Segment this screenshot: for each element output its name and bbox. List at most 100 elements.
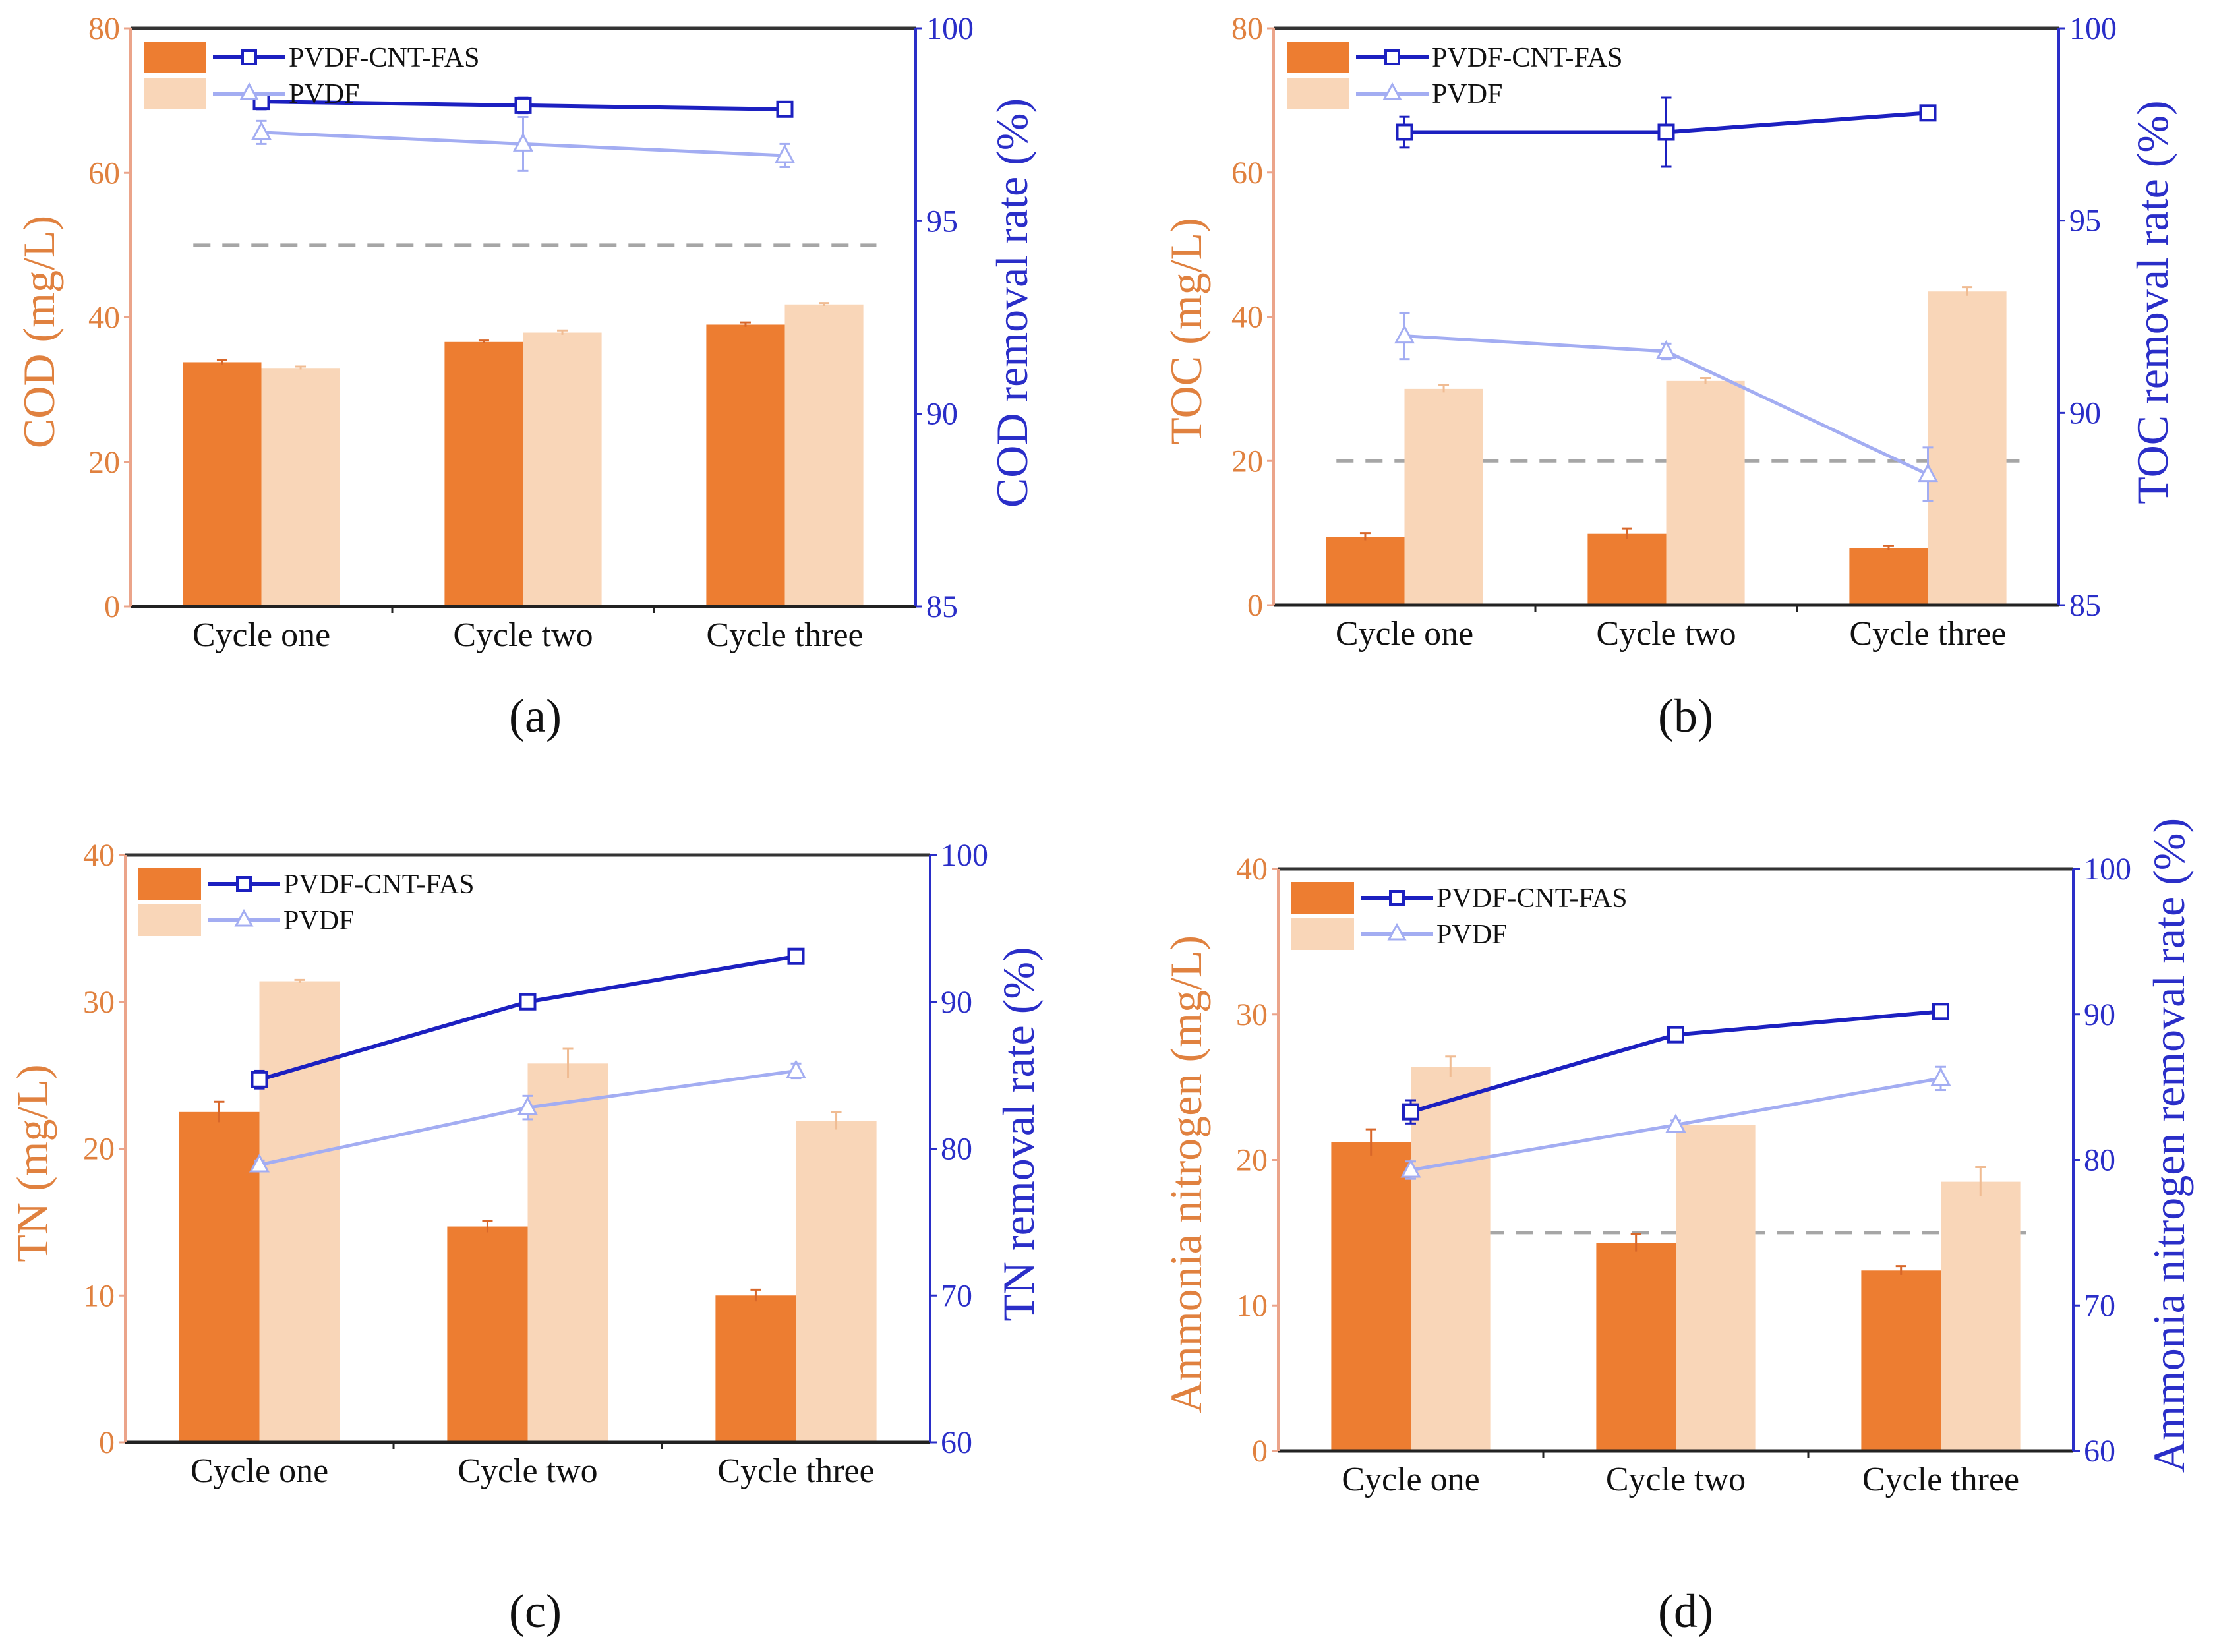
right-tick-label: 100 (941, 838, 988, 873)
bar-pvdf-cnt-fas (444, 341, 523, 606)
left-tick-label: 20 (1231, 444, 1263, 479)
triangle-marker (785, 1059, 807, 1078)
legend-bar-swatch-pvdf (1291, 918, 1354, 950)
left-tick-label: 40 (88, 301, 120, 336)
bar-pvdf (1411, 1067, 1491, 1451)
left-tick-label: 0 (104, 589, 120, 624)
bar-pvdf (1666, 380, 1745, 605)
left-tick-label: 10 (1236, 1288, 1268, 1323)
bar-pvdf-cnt-fas (183, 362, 262, 606)
right-tick-label: 95 (926, 204, 958, 239)
legend-label: PVDF (1436, 920, 1507, 950)
right-tick-label: 100 (2084, 852, 2131, 887)
x-tick-label: Cycle three (1849, 615, 2006, 653)
panel-label: (b) (1658, 690, 1713, 742)
legend-label: PVDF-CNT-FAS (289, 43, 479, 73)
triangle-marker (249, 1153, 270, 1173)
right-tick-label: 90 (926, 397, 958, 432)
x-tick-label: Cycle two (458, 1452, 597, 1490)
x-tick-label: Cycle one (192, 616, 330, 654)
left-tick-label: 80 (88, 11, 120, 46)
left-tick-label: 30 (1236, 997, 1268, 1032)
chart-panel-b: 0 20 40 60 80 85 90 95 100 Cycle one Cycle two Cycl… (1161, 11, 2177, 742)
bar-pvdf (527, 1063, 608, 1442)
bar-pvdf-cnt-fas (1861, 1270, 1941, 1451)
right-tick-label: 90 (941, 985, 972, 1020)
legend-bar-swatch-cnt (1291, 882, 1354, 914)
triangle-marker (1394, 324, 1415, 344)
bar-pvdf-cnt-fas (1331, 1142, 1411, 1451)
chart-panel-c: 0 10 20 30 40 60 70 80 90 100 Cycle one Cycle two Cy… (7, 838, 1044, 1637)
bar-pvdf-cnt-fas (706, 324, 785, 606)
legend-label: PVDF (283, 906, 354, 936)
right-tick-label: 85 (2069, 588, 2101, 623)
square-marker (776, 100, 794, 118)
square-marker (1919, 104, 1937, 122)
legend-square-marker (241, 49, 257, 65)
right-tick-label: 60 (941, 1425, 972, 1460)
right-axis-title: TOC removal rate (%) (2127, 100, 2177, 504)
panel-label: (a) (509, 690, 562, 742)
right-tick-label: 70 (2084, 1288, 2115, 1323)
square-marker (1396, 123, 1413, 141)
x-tick-label: Cycle three (706, 616, 863, 654)
chart-panel-d: 0 10 20 30 40 60 70 80 90 100 Cycle one Cycle two Cy… (1161, 818, 2194, 1637)
triangle-marker (774, 144, 796, 163)
legend-triangle-marker (239, 82, 259, 100)
legend-label: PVDF-CNT-FAS (1436, 883, 1627, 914)
legend-triangle-marker (1382, 82, 1402, 100)
bar-pvdf (1941, 1181, 2021, 1451)
left-tick-label: 30 (83, 985, 115, 1020)
triangle-marker (1400, 1158, 1421, 1178)
left-tick-label: 0 (99, 1425, 115, 1460)
legend-bar-swatch-pvdf (138, 904, 201, 936)
bar-pvdf (259, 981, 340, 1442)
left-axis-title: COD (mg/L) (14, 216, 64, 448)
bar-pvdf (1928, 291, 2007, 605)
legend-triangle-marker (1387, 922, 1407, 941)
square-marker (251, 1071, 268, 1088)
legend-square-marker (236, 876, 252, 892)
bar-pvdf (784, 304, 864, 606)
square-marker (1402, 1103, 1419, 1121)
square-marker (519, 993, 537, 1011)
left-tick-label: 20 (88, 445, 120, 480)
square-marker (1667, 1026, 1684, 1044)
legend-bar-swatch-pvdf (144, 78, 206, 109)
bar-pvdf-cnt-fas (1326, 537, 1405, 605)
legend-triangle-marker (234, 908, 254, 927)
legend-label: PVDF-CNT-FAS (283, 870, 474, 900)
x-tick-label: Cycle three (717, 1452, 874, 1490)
legend-square-marker (1389, 890, 1405, 906)
left-tick-label: 60 (1231, 156, 1263, 191)
left-tick-label: 0 (1247, 588, 1263, 623)
left-axis-title: TN (mg/L) (7, 1064, 57, 1262)
left-tick-label: 80 (1231, 11, 1263, 46)
legend-square-marker (1384, 49, 1400, 65)
right-tick-label: 60 (2084, 1434, 2115, 1469)
square-marker (787, 947, 805, 965)
x-tick-label: Cycle two (1606, 1461, 1746, 1498)
legend-bar-swatch-pvdf (1287, 78, 1349, 109)
triangle-marker (1655, 339, 1677, 359)
square-marker (1657, 123, 1675, 141)
triangle-marker (517, 1096, 539, 1115)
legend-label: PVDF-CNT-FAS (1432, 43, 1622, 73)
bar-pvdf (1676, 1125, 1756, 1451)
legend-label: PVDF (289, 79, 359, 109)
left-tick-label: 40 (83, 838, 115, 873)
bar-pvdf-cnt-fas (1849, 548, 1928, 605)
left-tick-label: 40 (1231, 300, 1263, 335)
triangle-marker (1930, 1067, 1951, 1086)
left-axis-title: TOC (mg/L) (1161, 218, 1211, 444)
x-tick-label: Cycle two (453, 616, 593, 654)
legend-bar-swatch-cnt (1287, 42, 1349, 73)
x-tick-label: Cycle two (1596, 615, 1736, 653)
bar-pvdf-cnt-fas (1587, 533, 1667, 605)
panel-label: (c) (509, 1585, 562, 1637)
bar-pvdf (1404, 388, 1483, 605)
square-marker (514, 96, 532, 114)
left-tick-label: 0 (1252, 1434, 1268, 1469)
right-tick-label: 85 (926, 589, 958, 624)
